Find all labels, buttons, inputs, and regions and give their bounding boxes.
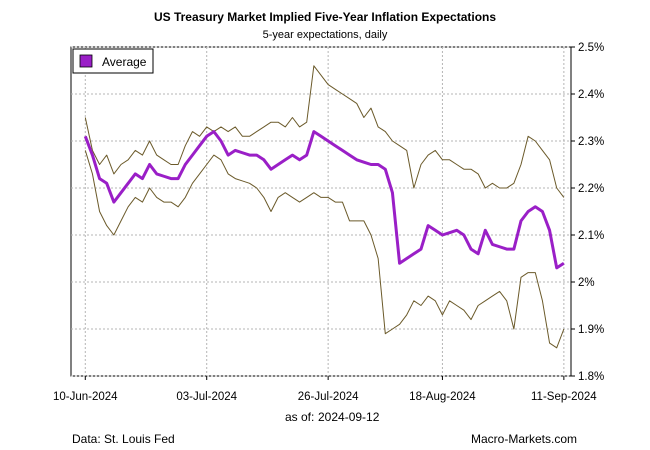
- as-of-label: as of:: [285, 410, 314, 424]
- x-tick-label: 11-Sep-2024: [531, 391, 597, 403]
- series-line-lower-band: [84, 150, 565, 349]
- tick-layer: 2.5% 2.4% 2.3% 2.2% 2.1% 2% 1.9% 1.8% 10-Jun-202…: [53, 42, 604, 403]
- y-tick-label: 2%: [578, 277, 595, 289]
- series-layer: [83, 65, 565, 349]
- legend-label-average: Average: [102, 55, 147, 69]
- y-tick-label: 2.1%: [578, 230, 604, 242]
- y-tick-label: 2.5%: [578, 42, 604, 54]
- source-label: Data: St. Louis Fed: [72, 432, 175, 446]
- y-tick-label: 2.3%: [578, 136, 604, 148]
- legend-swatch-average: [79, 54, 93, 68]
- y-tick-label: 1.9%: [578, 324, 604, 336]
- legend: Average: [72, 48, 154, 74]
- x-tick-label: 10-Jun-2024: [53, 391, 118, 403]
- y-tick-label: 2.2%: [578, 183, 604, 195]
- y-tick-label: 2.4%: [578, 89, 604, 101]
- series-line-upper-band: [84, 65, 565, 198]
- y-tick-label: 1.8%: [578, 371, 604, 383]
- x-tick-label: 26-Jul-2024: [298, 391, 359, 403]
- x-tick-label: 18-Aug-2024: [409, 391, 476, 403]
- x-tick-label: 03-Jul-2024: [176, 391, 237, 403]
- series-line-average: [83, 130, 565, 270]
- credit-label: Macro-Markets.com: [471, 432, 577, 446]
- chart-subtitle: 5-year expectations, daily: [263, 29, 388, 41]
- chart-title: US Treasury Market Implied Five-Year Inf…: [154, 10, 496, 24]
- as-of-date: 2024-09-12: [318, 410, 380, 424]
- plot-area: [70, 46, 572, 377]
